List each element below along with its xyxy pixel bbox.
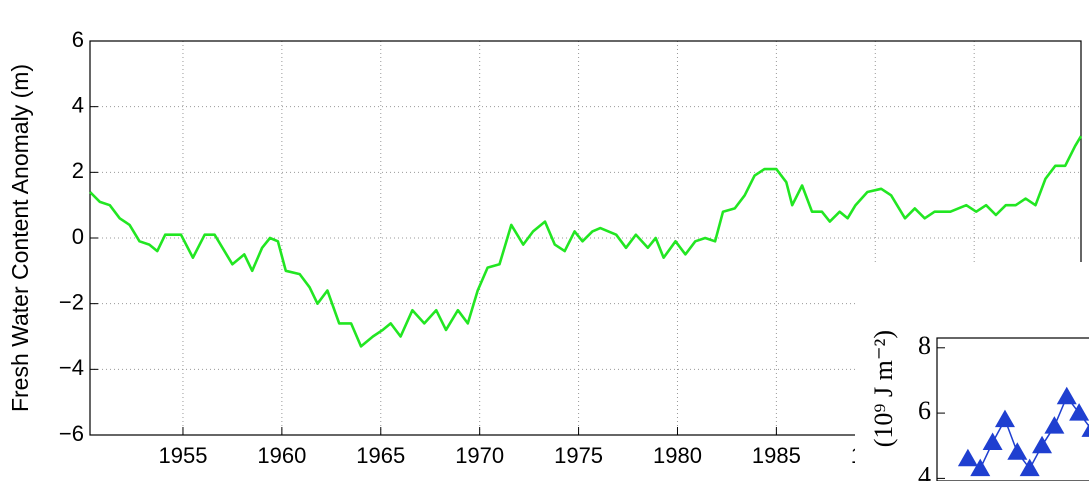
x-tick-label: 1960: [257, 443, 306, 468]
data-point: [994, 409, 1015, 428]
data-point: [1081, 423, 1089, 437]
y-tick-label: −2: [59, 289, 84, 314]
y-tick-label: −6: [59, 421, 84, 446]
y-axis-label: Fresh Water Content Anomaly (m): [7, 64, 33, 412]
x-tick-label: 1980: [653, 443, 702, 468]
data-point: [1044, 416, 1065, 434]
y-tick-label: 6: [72, 27, 84, 52]
x-tick-label: 1970: [455, 443, 504, 468]
data-point: [957, 448, 978, 467]
y-tick-label: 0: [72, 224, 84, 249]
y-tick-label: −4: [59, 355, 84, 380]
data-point: [1056, 386, 1077, 405]
data-point: [970, 458, 991, 477]
y-tick-label: 6: [918, 396, 931, 425]
data-point: [1069, 403, 1089, 421]
data-point: [982, 432, 1003, 450]
y-tick-label: 8: [918, 331, 931, 360]
inset-background: [855, 262, 1089, 481]
axes-frame: [89, 40, 1082, 436]
y-tick-label: 4: [918, 461, 931, 481]
y-axis-label: (10⁹ J m⁻²): [869, 330, 898, 447]
x-tick-label: 1965: [356, 443, 405, 468]
x-tick-label: 1975: [554, 443, 603, 468]
data-point: [1019, 458, 1040, 477]
data-point: [1032, 435, 1053, 454]
y-tick-label: 4: [72, 92, 84, 117]
data-line: [89, 135, 1083, 348]
data-point: [1007, 442, 1028, 460]
x-tick-label: 1985: [752, 443, 801, 468]
x-tick-label: 1955: [158, 443, 207, 468]
axes-frame: [936, 337, 1089, 481]
y-tick-label: 2: [72, 158, 84, 183]
